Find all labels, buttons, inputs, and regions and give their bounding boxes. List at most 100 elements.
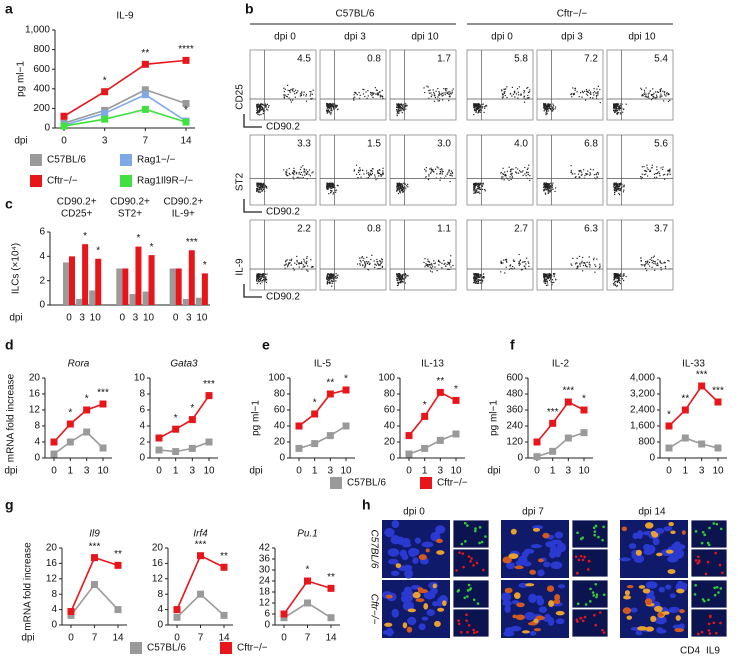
event-dot xyxy=(437,259,440,261)
y-tick-label: 40 xyxy=(274,421,286,432)
data-point xyxy=(99,444,107,452)
event-dot xyxy=(283,94,285,96)
event-dot xyxy=(616,188,618,190)
event-dot xyxy=(287,262,290,264)
event-dot xyxy=(451,92,453,94)
event-dot xyxy=(614,280,617,283)
event-dot xyxy=(302,266,304,268)
significance: * xyxy=(174,413,178,424)
event-dot xyxy=(326,187,329,189)
group-label: CD25+ xyxy=(61,209,93,220)
event-dot xyxy=(372,168,374,170)
inset-dot xyxy=(597,535,600,539)
data-point xyxy=(50,450,58,458)
event-dot xyxy=(328,184,330,186)
event-dot xyxy=(615,276,617,278)
event-dot xyxy=(402,109,404,111)
event-dot xyxy=(596,171,599,174)
event-dot xyxy=(514,90,516,92)
event-dot xyxy=(585,89,588,91)
stain xyxy=(529,569,537,575)
event-dot xyxy=(305,169,307,171)
event-dot xyxy=(622,111,624,113)
event-dot xyxy=(589,92,591,94)
event-dot xyxy=(475,111,477,113)
stain xyxy=(521,630,530,634)
event-dot xyxy=(595,92,597,94)
event-dot xyxy=(258,184,260,186)
event-dot xyxy=(303,266,305,268)
data-point xyxy=(172,425,180,433)
inset-dot xyxy=(719,527,723,531)
event-dot xyxy=(589,172,591,174)
inset-dot xyxy=(474,529,477,533)
event-dot xyxy=(474,281,476,283)
event-dot xyxy=(299,168,302,171)
event-dot xyxy=(501,176,503,178)
event-dot xyxy=(449,259,451,261)
event-dot xyxy=(616,183,619,185)
event-dot xyxy=(265,105,267,107)
event-dot xyxy=(364,266,366,268)
inset-dot xyxy=(719,621,722,625)
quadrant-value: 1.5 xyxy=(367,139,381,150)
event-dot xyxy=(326,277,328,279)
event-dot xyxy=(614,111,616,113)
stain xyxy=(662,611,670,615)
event-dot xyxy=(287,264,289,266)
event-dot xyxy=(651,261,653,264)
event-dot xyxy=(367,268,369,271)
event-dot xyxy=(362,265,364,267)
event-dot xyxy=(545,109,548,111)
significance: * xyxy=(306,565,310,576)
event-dot xyxy=(332,185,334,188)
significance: * xyxy=(103,75,107,86)
event-dot xyxy=(258,106,260,108)
stain xyxy=(644,598,653,606)
event-dot xyxy=(576,91,578,93)
event-dot xyxy=(482,188,484,191)
event-dot xyxy=(597,94,599,96)
event-dot xyxy=(337,274,339,276)
event-dot xyxy=(613,274,615,276)
event-dot xyxy=(439,173,442,175)
series-line xyxy=(536,400,585,443)
event-dot xyxy=(544,273,546,275)
event-dot xyxy=(400,103,403,106)
event-dot xyxy=(369,172,371,174)
data-point xyxy=(326,390,334,398)
legend-label: Rag1−/− xyxy=(137,155,176,166)
event-dot xyxy=(473,189,475,191)
event-dot xyxy=(616,113,618,115)
nucleus xyxy=(530,544,543,549)
panel-letter: h xyxy=(362,497,371,513)
quadrant-value: 6.3 xyxy=(584,224,598,235)
event-dot xyxy=(525,257,528,259)
event-dot xyxy=(667,100,670,103)
event-dot xyxy=(428,90,430,92)
event-dot xyxy=(502,173,505,175)
inset xyxy=(452,519,490,549)
significance: * xyxy=(344,374,348,385)
event-dot xyxy=(484,107,486,109)
event-dot xyxy=(517,172,520,174)
series-line xyxy=(668,437,719,449)
event-dot xyxy=(396,278,398,280)
event-dot xyxy=(476,107,478,109)
inset-dot xyxy=(707,629,711,632)
event-dot xyxy=(480,106,482,108)
significance: ** xyxy=(327,572,335,583)
event-dot xyxy=(331,106,333,108)
x-tick-label: 7 xyxy=(92,633,98,644)
event-dot xyxy=(527,173,529,176)
event-dot xyxy=(550,105,552,107)
event-dot xyxy=(446,263,448,266)
event-dot xyxy=(643,165,645,168)
event-dot xyxy=(405,105,407,107)
event-dot xyxy=(257,103,259,105)
event-dot xyxy=(259,104,261,106)
event-dot xyxy=(646,164,648,166)
event-dot xyxy=(656,176,658,178)
nucleus xyxy=(402,564,413,572)
inset-dot xyxy=(464,540,467,543)
